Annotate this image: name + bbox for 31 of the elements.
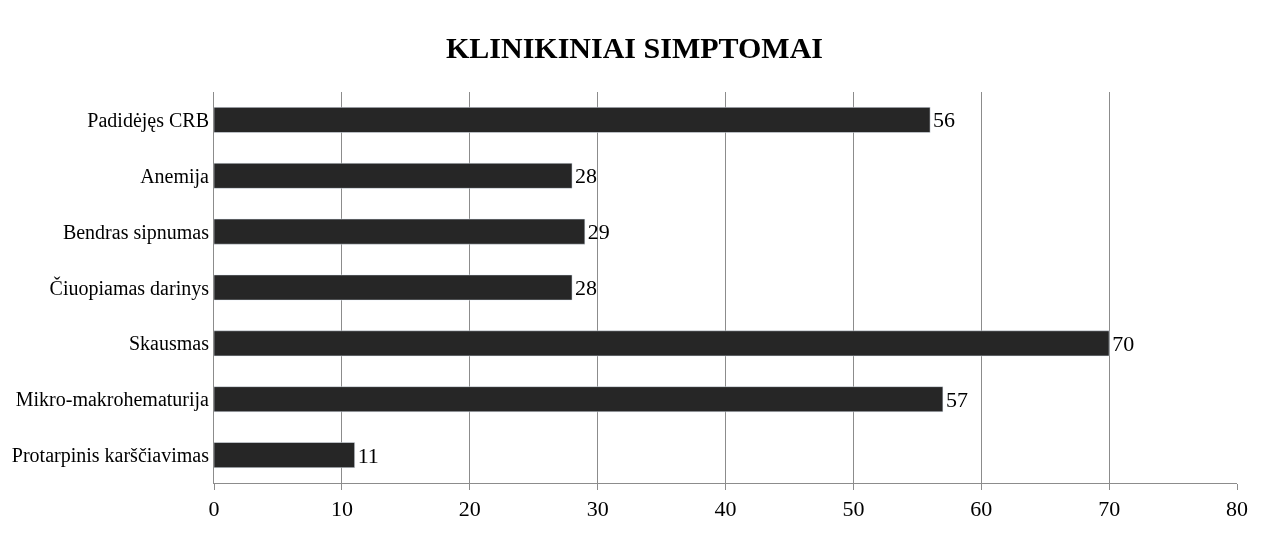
data-label: 70 [1112,330,1135,356]
x-tick-label: 0 [208,496,220,522]
y-tick-label: Mikro-makrohematurija [15,388,210,412]
data-label: 56 [933,107,956,133]
data-label: 28 [575,163,598,189]
x-tick-label: 30 [586,496,609,522]
data-label: 57 [945,386,968,412]
bar [214,442,355,468]
data-label: 11 [357,442,379,468]
bar [214,162,573,189]
x-tick-label: 10 [330,496,353,522]
y-tick-label: Skausmas [129,332,210,355]
y-tick-label: Protarpinis karščiavimas [11,444,210,468]
x-tick-label: 60 [970,496,993,522]
x-tick-label: 50 [842,496,865,522]
bar [214,274,573,301]
data-label: 29 [587,219,610,245]
x-tick-label: 20 [458,496,481,522]
x-tick-label: 70 [1098,496,1121,522]
bar [214,386,944,413]
bar [214,218,586,245]
y-tick-label: Anemija [140,164,210,188]
x-tick-label: 40 [714,496,737,522]
x-tick-label: 80 [1226,496,1248,522]
chart-title: KLINIKINIAI SIMPTOMAI [445,31,824,65]
data-label: 28 [575,275,598,300]
bar [214,107,931,133]
bar [214,330,1110,357]
y-tick-label: Čiuopiamas darinys [49,275,210,300]
y-tick-label: Bendras sipnumas [62,220,210,244]
y-tick-label: Padidėjęs CRB [87,108,209,132]
